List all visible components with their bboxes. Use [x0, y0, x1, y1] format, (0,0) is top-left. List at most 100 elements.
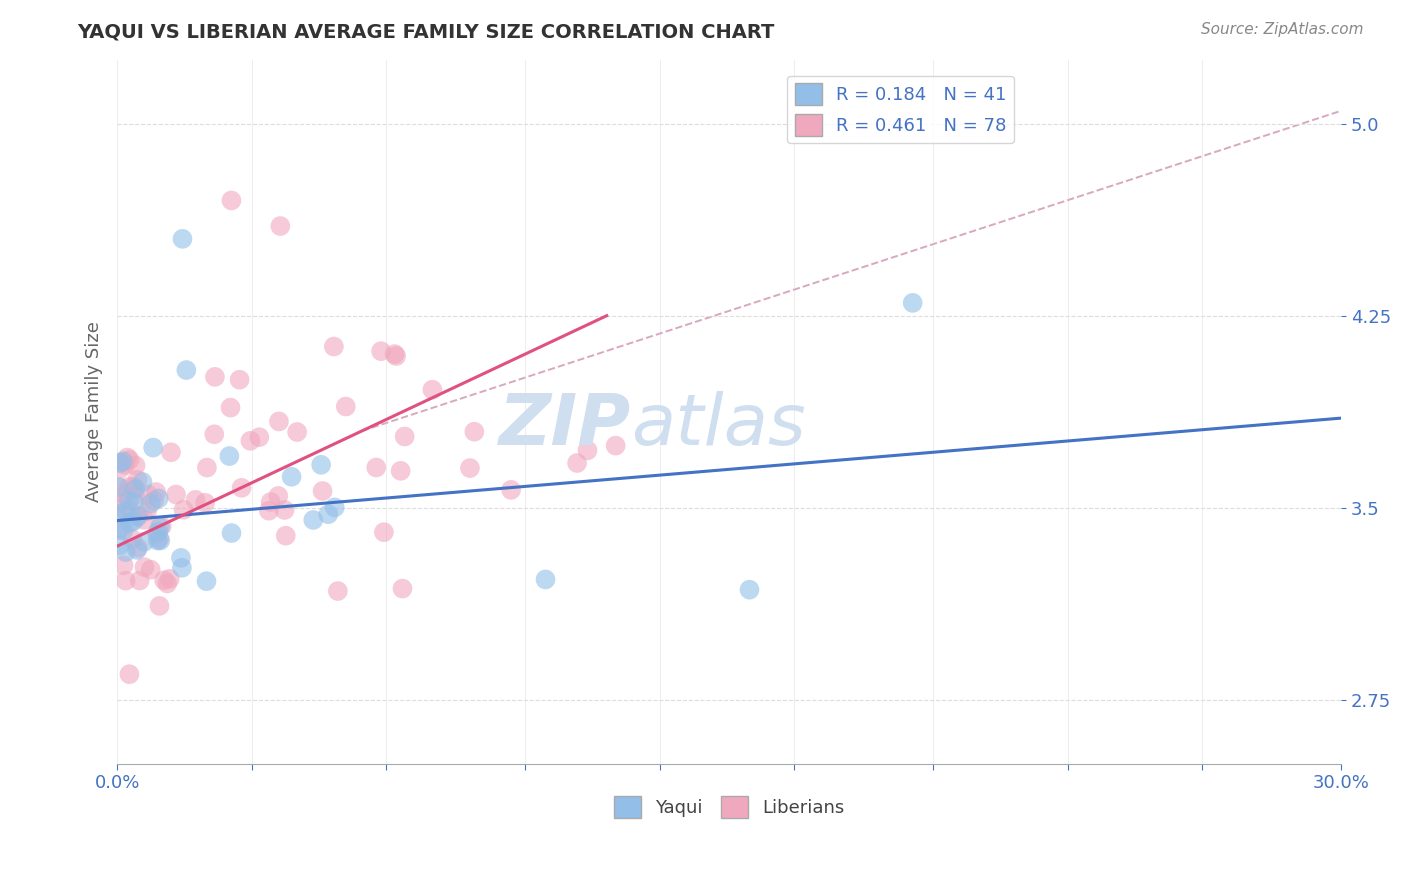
Point	[159, 572, 181, 586]
Point	[127, 541, 149, 555]
Point	[195, 574, 218, 589]
Point	[108, 538, 131, 552]
Text: ZIP: ZIP	[499, 392, 631, 460]
Point	[311, 483, 333, 498]
Point	[285, 425, 308, 439]
Point	[576, 443, 599, 458]
Point	[385, 349, 408, 363]
Point	[204, 370, 226, 384]
Point	[148, 491, 170, 506]
Point	[114, 574, 136, 588]
Point	[139, 563, 162, 577]
Point	[124, 488, 146, 502]
Point	[267, 489, 290, 503]
Point	[111, 495, 134, 509]
Point	[148, 524, 170, 539]
Point	[148, 532, 170, 546]
Point	[124, 482, 146, 496]
Point	[114, 458, 136, 472]
Point	[195, 460, 218, 475]
Point	[107, 523, 129, 537]
Point	[134, 560, 156, 574]
Point	[124, 458, 146, 473]
Point	[239, 434, 262, 448]
Point	[150, 519, 173, 533]
Point	[221, 526, 243, 541]
Point	[110, 500, 132, 515]
Point	[122, 514, 145, 528]
Point	[170, 561, 193, 575]
Point	[128, 508, 150, 523]
Point	[463, 425, 485, 439]
Point	[370, 344, 392, 359]
Point	[323, 500, 346, 515]
Point	[149, 520, 172, 534]
Point	[322, 339, 344, 353]
Point	[125, 542, 148, 557]
Point	[128, 574, 150, 588]
Point	[110, 520, 132, 534]
Point	[738, 582, 761, 597]
Point	[146, 526, 169, 541]
Point	[267, 414, 290, 428]
Point	[394, 429, 416, 443]
Point	[219, 401, 242, 415]
Point	[218, 449, 240, 463]
Point	[111, 455, 134, 469]
Point	[143, 493, 166, 508]
Point	[121, 533, 143, 547]
Point	[221, 194, 243, 208]
Point	[131, 475, 153, 489]
Text: YAQUI VS LIBERIAN AVERAGE FAMILY SIZE CORRELATION CHART: YAQUI VS LIBERIAN AVERAGE FAMILY SIZE CO…	[77, 22, 775, 41]
Point	[105, 507, 128, 521]
Point	[136, 504, 159, 518]
Point	[257, 504, 280, 518]
Point	[139, 496, 162, 510]
Point	[156, 576, 179, 591]
Point	[302, 513, 325, 527]
Point	[136, 487, 159, 501]
Point	[326, 584, 349, 599]
Point	[118, 480, 141, 494]
Y-axis label: Average Family Size: Average Family Size	[86, 321, 103, 502]
Point	[153, 573, 176, 587]
Point	[366, 460, 388, 475]
Point	[149, 533, 172, 548]
Point	[114, 505, 136, 519]
Point	[231, 481, 253, 495]
Point	[259, 495, 281, 509]
Point	[605, 439, 627, 453]
Point	[247, 430, 270, 444]
Point	[273, 503, 295, 517]
Point	[118, 453, 141, 467]
Point	[389, 464, 412, 478]
Point	[108, 456, 131, 470]
Point	[170, 550, 193, 565]
Point	[145, 485, 167, 500]
Point	[118, 516, 141, 530]
Point	[269, 219, 291, 233]
Point	[112, 558, 135, 573]
Text: atlas: atlas	[631, 392, 806, 460]
Legend: Yaqui, Liberians: Yaqui, Liberians	[606, 789, 852, 825]
Point	[117, 450, 139, 465]
Point	[146, 533, 169, 548]
Point	[274, 529, 297, 543]
Point	[458, 461, 481, 475]
Point	[160, 445, 183, 459]
Point	[194, 496, 217, 510]
Point	[173, 502, 195, 516]
Point	[118, 667, 141, 681]
Text: Source: ZipAtlas.com: Source: ZipAtlas.com	[1201, 22, 1364, 37]
Point	[122, 495, 145, 509]
Point	[112, 524, 135, 538]
Point	[316, 508, 339, 522]
Point	[202, 427, 225, 442]
Point	[422, 383, 444, 397]
Point	[565, 456, 588, 470]
Point	[335, 400, 357, 414]
Point	[501, 483, 523, 497]
Point	[108, 480, 131, 494]
Point	[118, 493, 141, 508]
Point	[228, 373, 250, 387]
